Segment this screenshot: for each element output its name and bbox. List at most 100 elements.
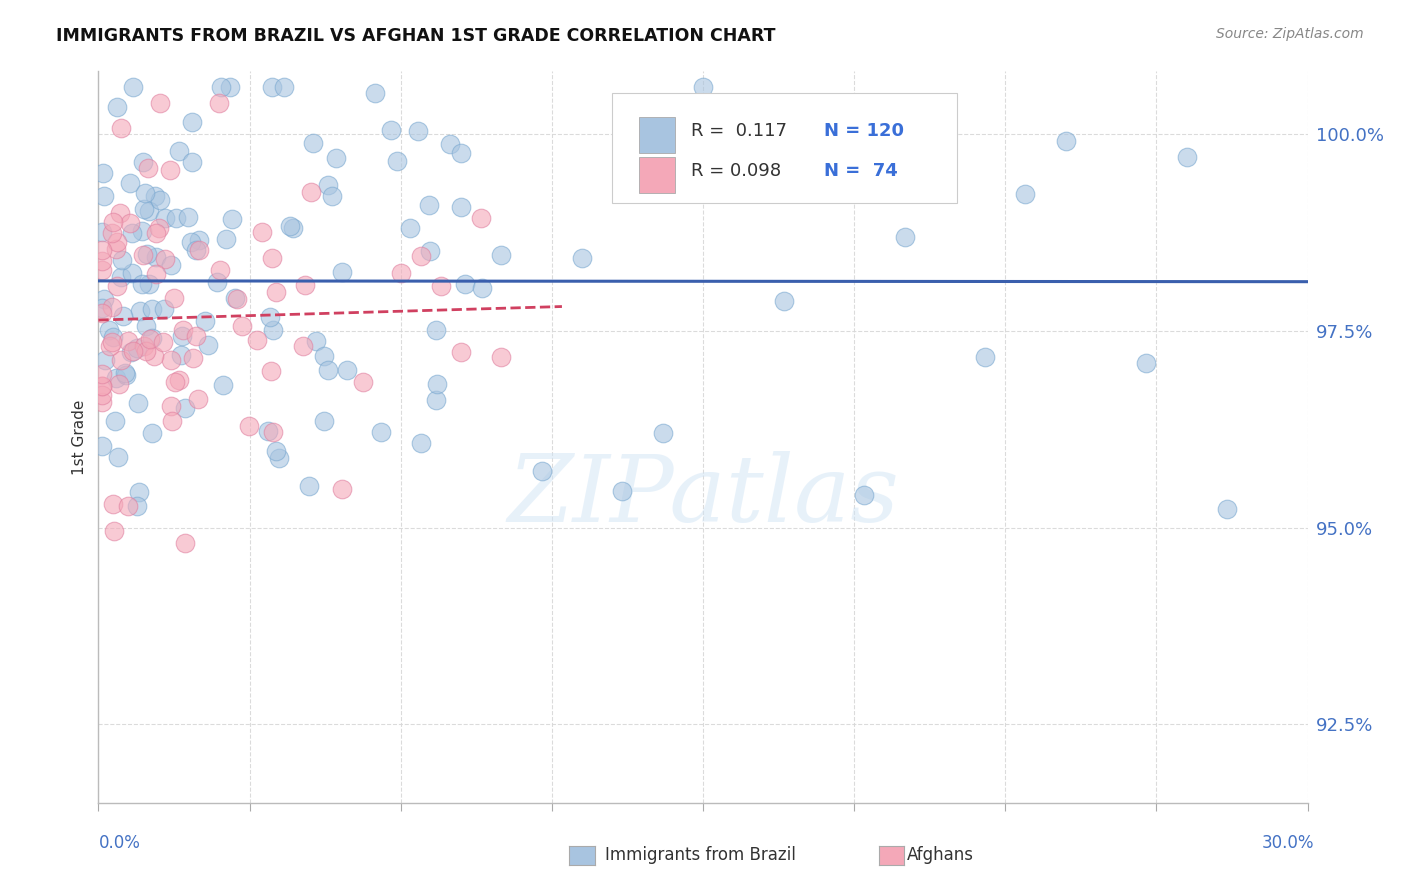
Point — [105, 235, 128, 249]
Point — [281, 221, 304, 235]
Text: Immigrants from Brazil: Immigrants from Brazil — [605, 846, 796, 863]
Point — [266, 285, 288, 299]
Point — [425, 323, 447, 337]
Point — [103, 524, 125, 538]
Y-axis label: 1st Grade: 1st Grade — [72, 400, 87, 475]
FancyBboxPatch shape — [638, 157, 675, 194]
Point — [108, 377, 131, 392]
Point — [159, 353, 181, 368]
Point — [136, 161, 159, 176]
Point — [152, 334, 174, 349]
Point — [352, 375, 374, 389]
Point — [93, 189, 115, 203]
Point — [426, 377, 449, 392]
Point — [91, 387, 114, 401]
Point — [91, 225, 114, 239]
Point — [439, 137, 461, 152]
Point — [145, 267, 167, 281]
Point — [91, 253, 114, 268]
Point — [165, 211, 187, 225]
Point — [305, 334, 328, 349]
Point — [294, 278, 316, 293]
Point — [772, 294, 794, 309]
Point — [91, 301, 114, 315]
Point — [134, 202, 156, 216]
Point — [101, 334, 124, 349]
Point — [173, 401, 195, 415]
Point — [181, 351, 204, 366]
Point — [121, 226, 143, 240]
Point — [225, 293, 247, 307]
Point — [117, 499, 139, 513]
Point — [409, 436, 432, 450]
Point — [111, 253, 134, 268]
Point — [264, 444, 287, 458]
Point — [107, 450, 129, 464]
Point — [530, 464, 553, 478]
Text: 30.0%: 30.0% — [1263, 834, 1315, 852]
Point — [153, 211, 176, 225]
Point — [406, 124, 429, 138]
Point — [139, 332, 162, 346]
Point — [180, 235, 202, 249]
Point — [418, 197, 440, 211]
Point — [128, 484, 150, 499]
Point — [1216, 502, 1239, 516]
Point — [170, 348, 193, 362]
Point — [197, 337, 219, 351]
Point — [101, 497, 124, 511]
Point — [651, 426, 673, 441]
Point — [370, 425, 392, 440]
Point — [145, 226, 167, 240]
Point — [1135, 356, 1157, 370]
Point — [1014, 186, 1036, 201]
Point — [974, 351, 997, 365]
Point — [389, 266, 412, 280]
Point — [450, 200, 472, 214]
Point — [380, 122, 402, 136]
Point — [91, 379, 114, 393]
Point — [430, 279, 453, 293]
Point — [127, 395, 149, 409]
Text: R =  0.117: R = 0.117 — [690, 122, 787, 140]
Point — [134, 319, 156, 334]
Point — [194, 314, 217, 328]
Point — [259, 310, 281, 325]
Point — [98, 338, 121, 352]
Point — [138, 203, 160, 218]
Point — [470, 211, 492, 225]
Point — [125, 342, 148, 356]
Point — [153, 252, 176, 266]
Point — [292, 339, 315, 353]
Point — [231, 319, 253, 334]
Point — [91, 368, 114, 382]
Point — [91, 306, 114, 320]
Point — [186, 328, 208, 343]
Point — [105, 278, 128, 293]
Point — [174, 536, 197, 550]
Point — [246, 333, 269, 347]
Point — [152, 301, 174, 316]
Point — [205, 275, 228, 289]
Point — [409, 249, 432, 263]
Text: R = 0.098: R = 0.098 — [690, 162, 782, 180]
Point — [142, 349, 165, 363]
Point — [180, 115, 202, 129]
Point — [160, 400, 183, 414]
Point — [94, 352, 117, 367]
Point — [145, 250, 167, 264]
Point — [141, 302, 163, 317]
Point — [127, 499, 149, 513]
Point — [100, 301, 122, 315]
Point — [165, 376, 187, 390]
Point — [91, 439, 114, 453]
Point — [170, 329, 193, 343]
Text: Source: ZipAtlas.com: Source: ZipAtlas.com — [1216, 27, 1364, 41]
Point — [135, 344, 157, 359]
Point — [262, 251, 284, 265]
Point — [336, 363, 359, 377]
Point — [104, 242, 127, 256]
Point — [101, 215, 124, 229]
Point — [101, 330, 124, 344]
Point — [571, 252, 593, 266]
